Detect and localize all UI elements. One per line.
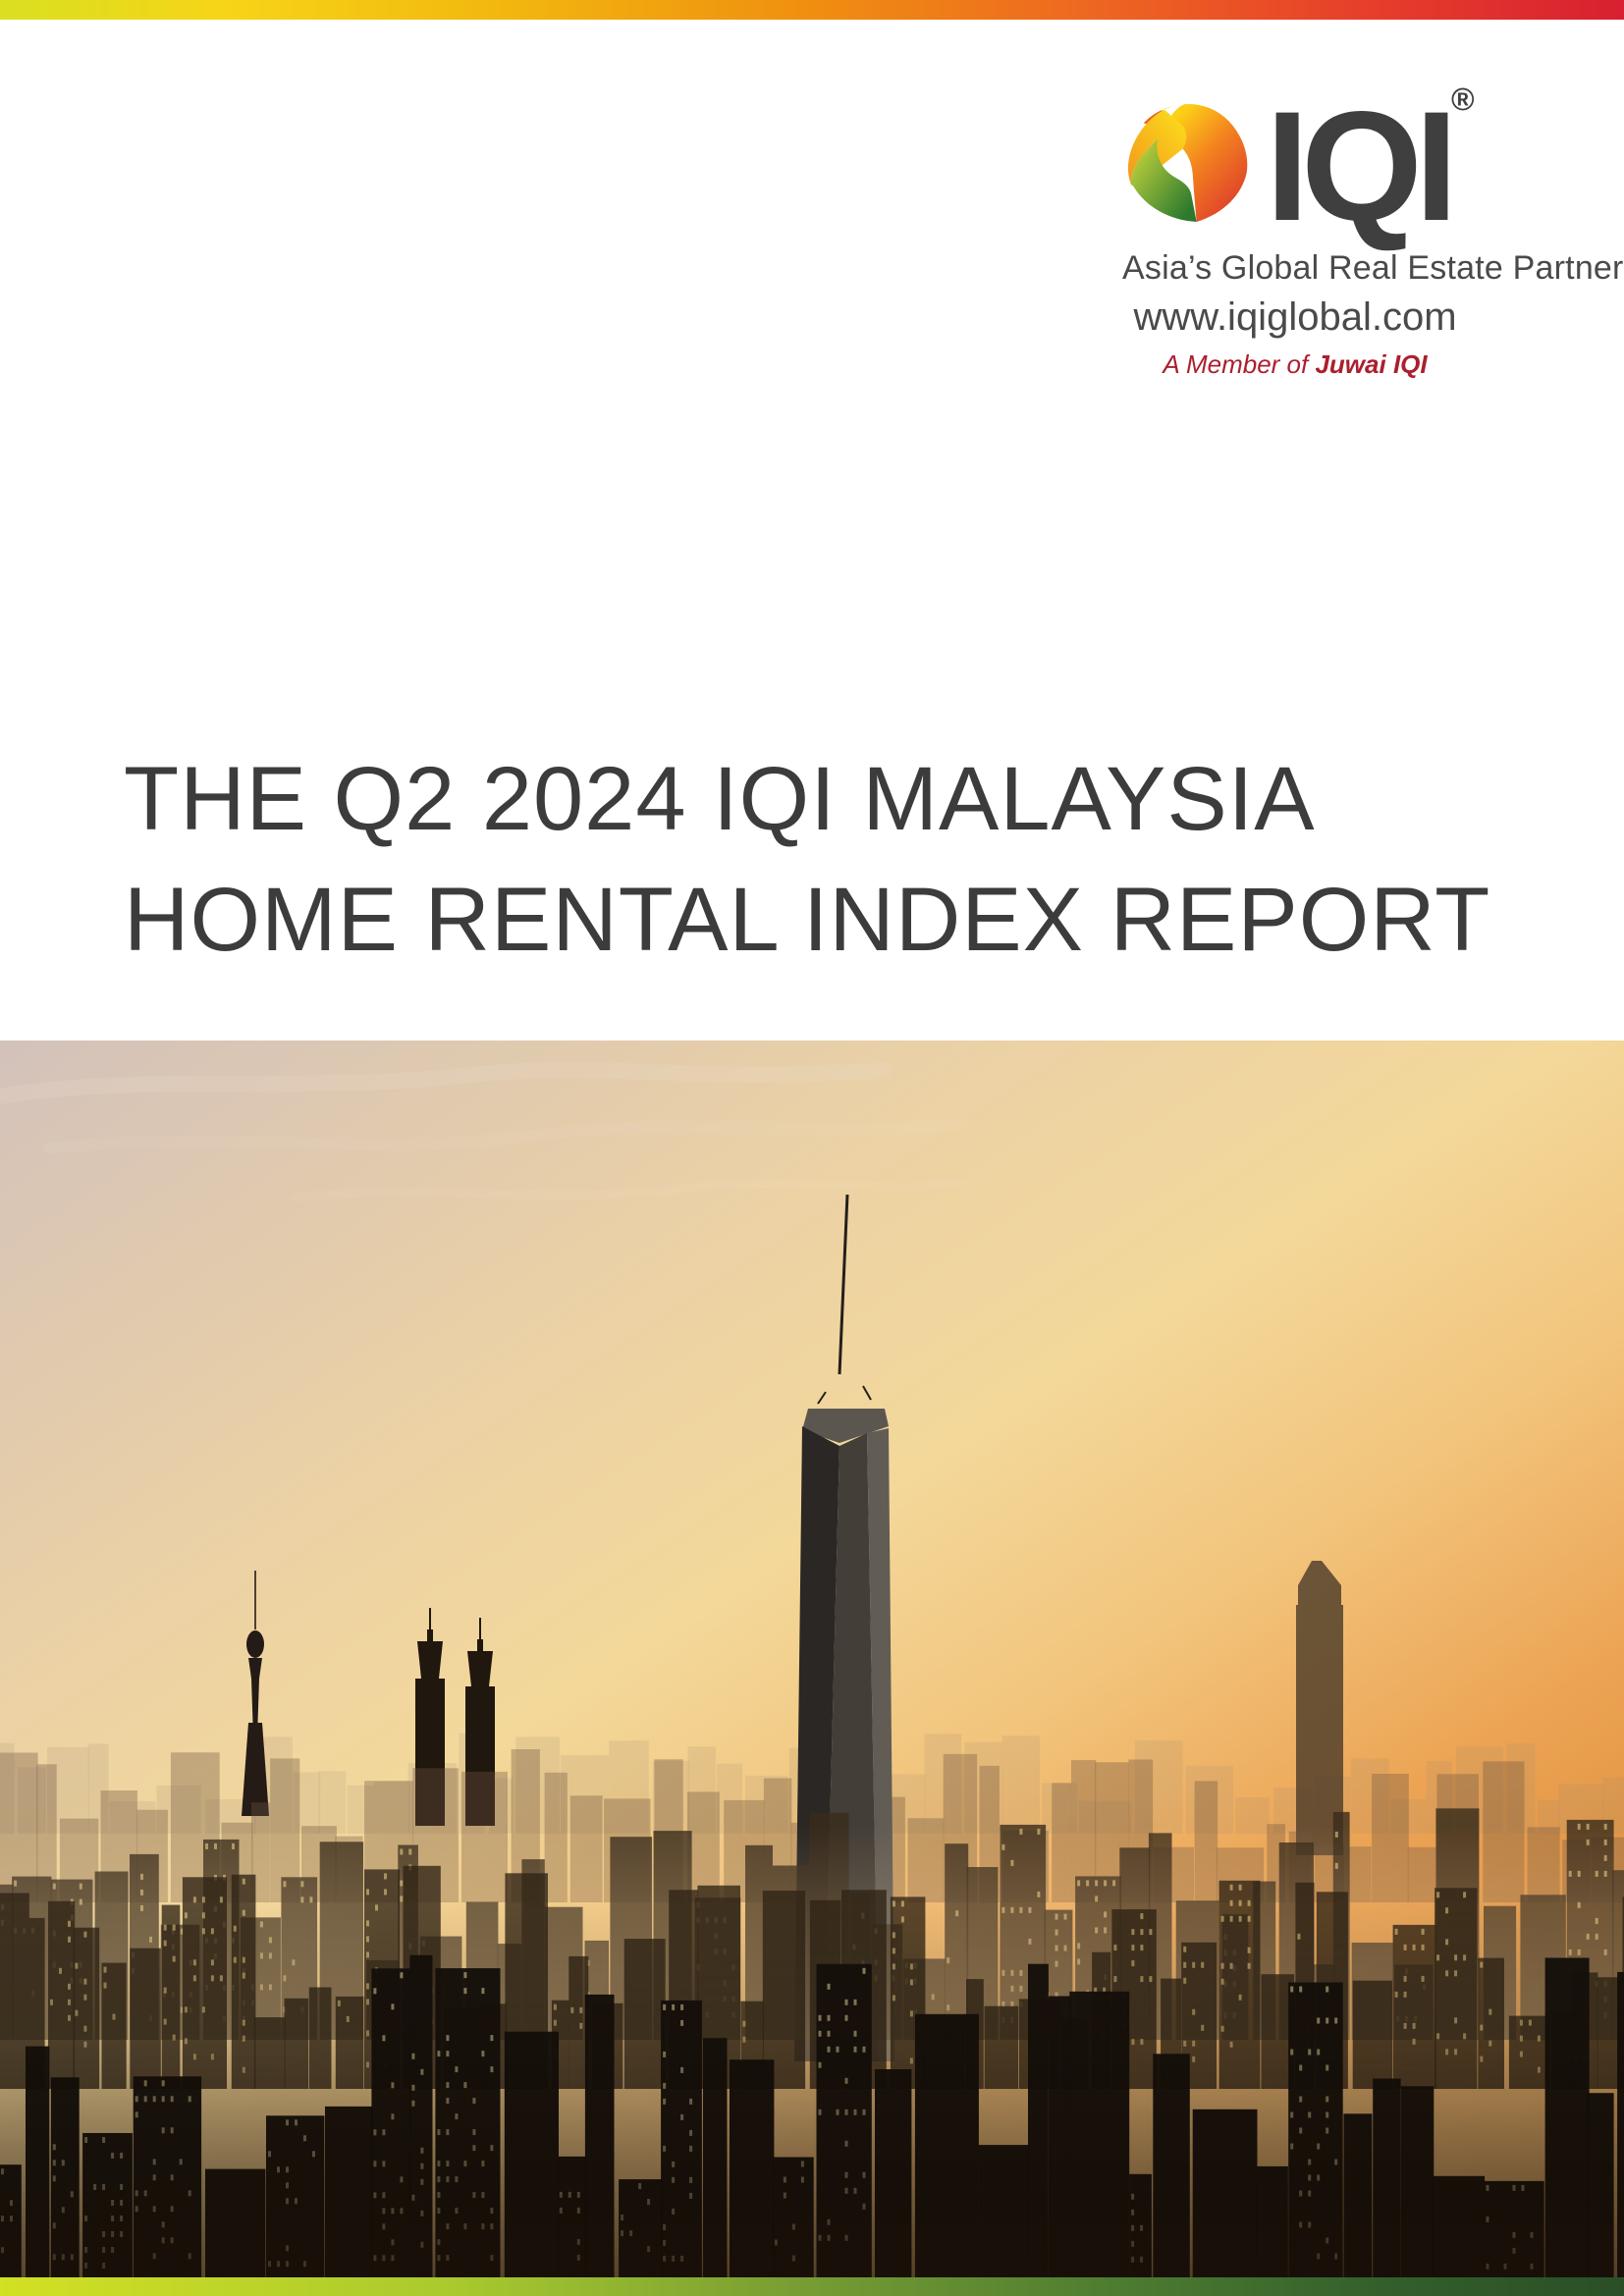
svg-text:HOME RENTAL INDEX REPORT: HOME RENTAL INDEX REPORT	[124, 870, 1490, 970]
svg-text:THE Q2 2024 IQI MALAYSIA: THE Q2 2024 IQI MALAYSIA	[124, 758, 1316, 849]
